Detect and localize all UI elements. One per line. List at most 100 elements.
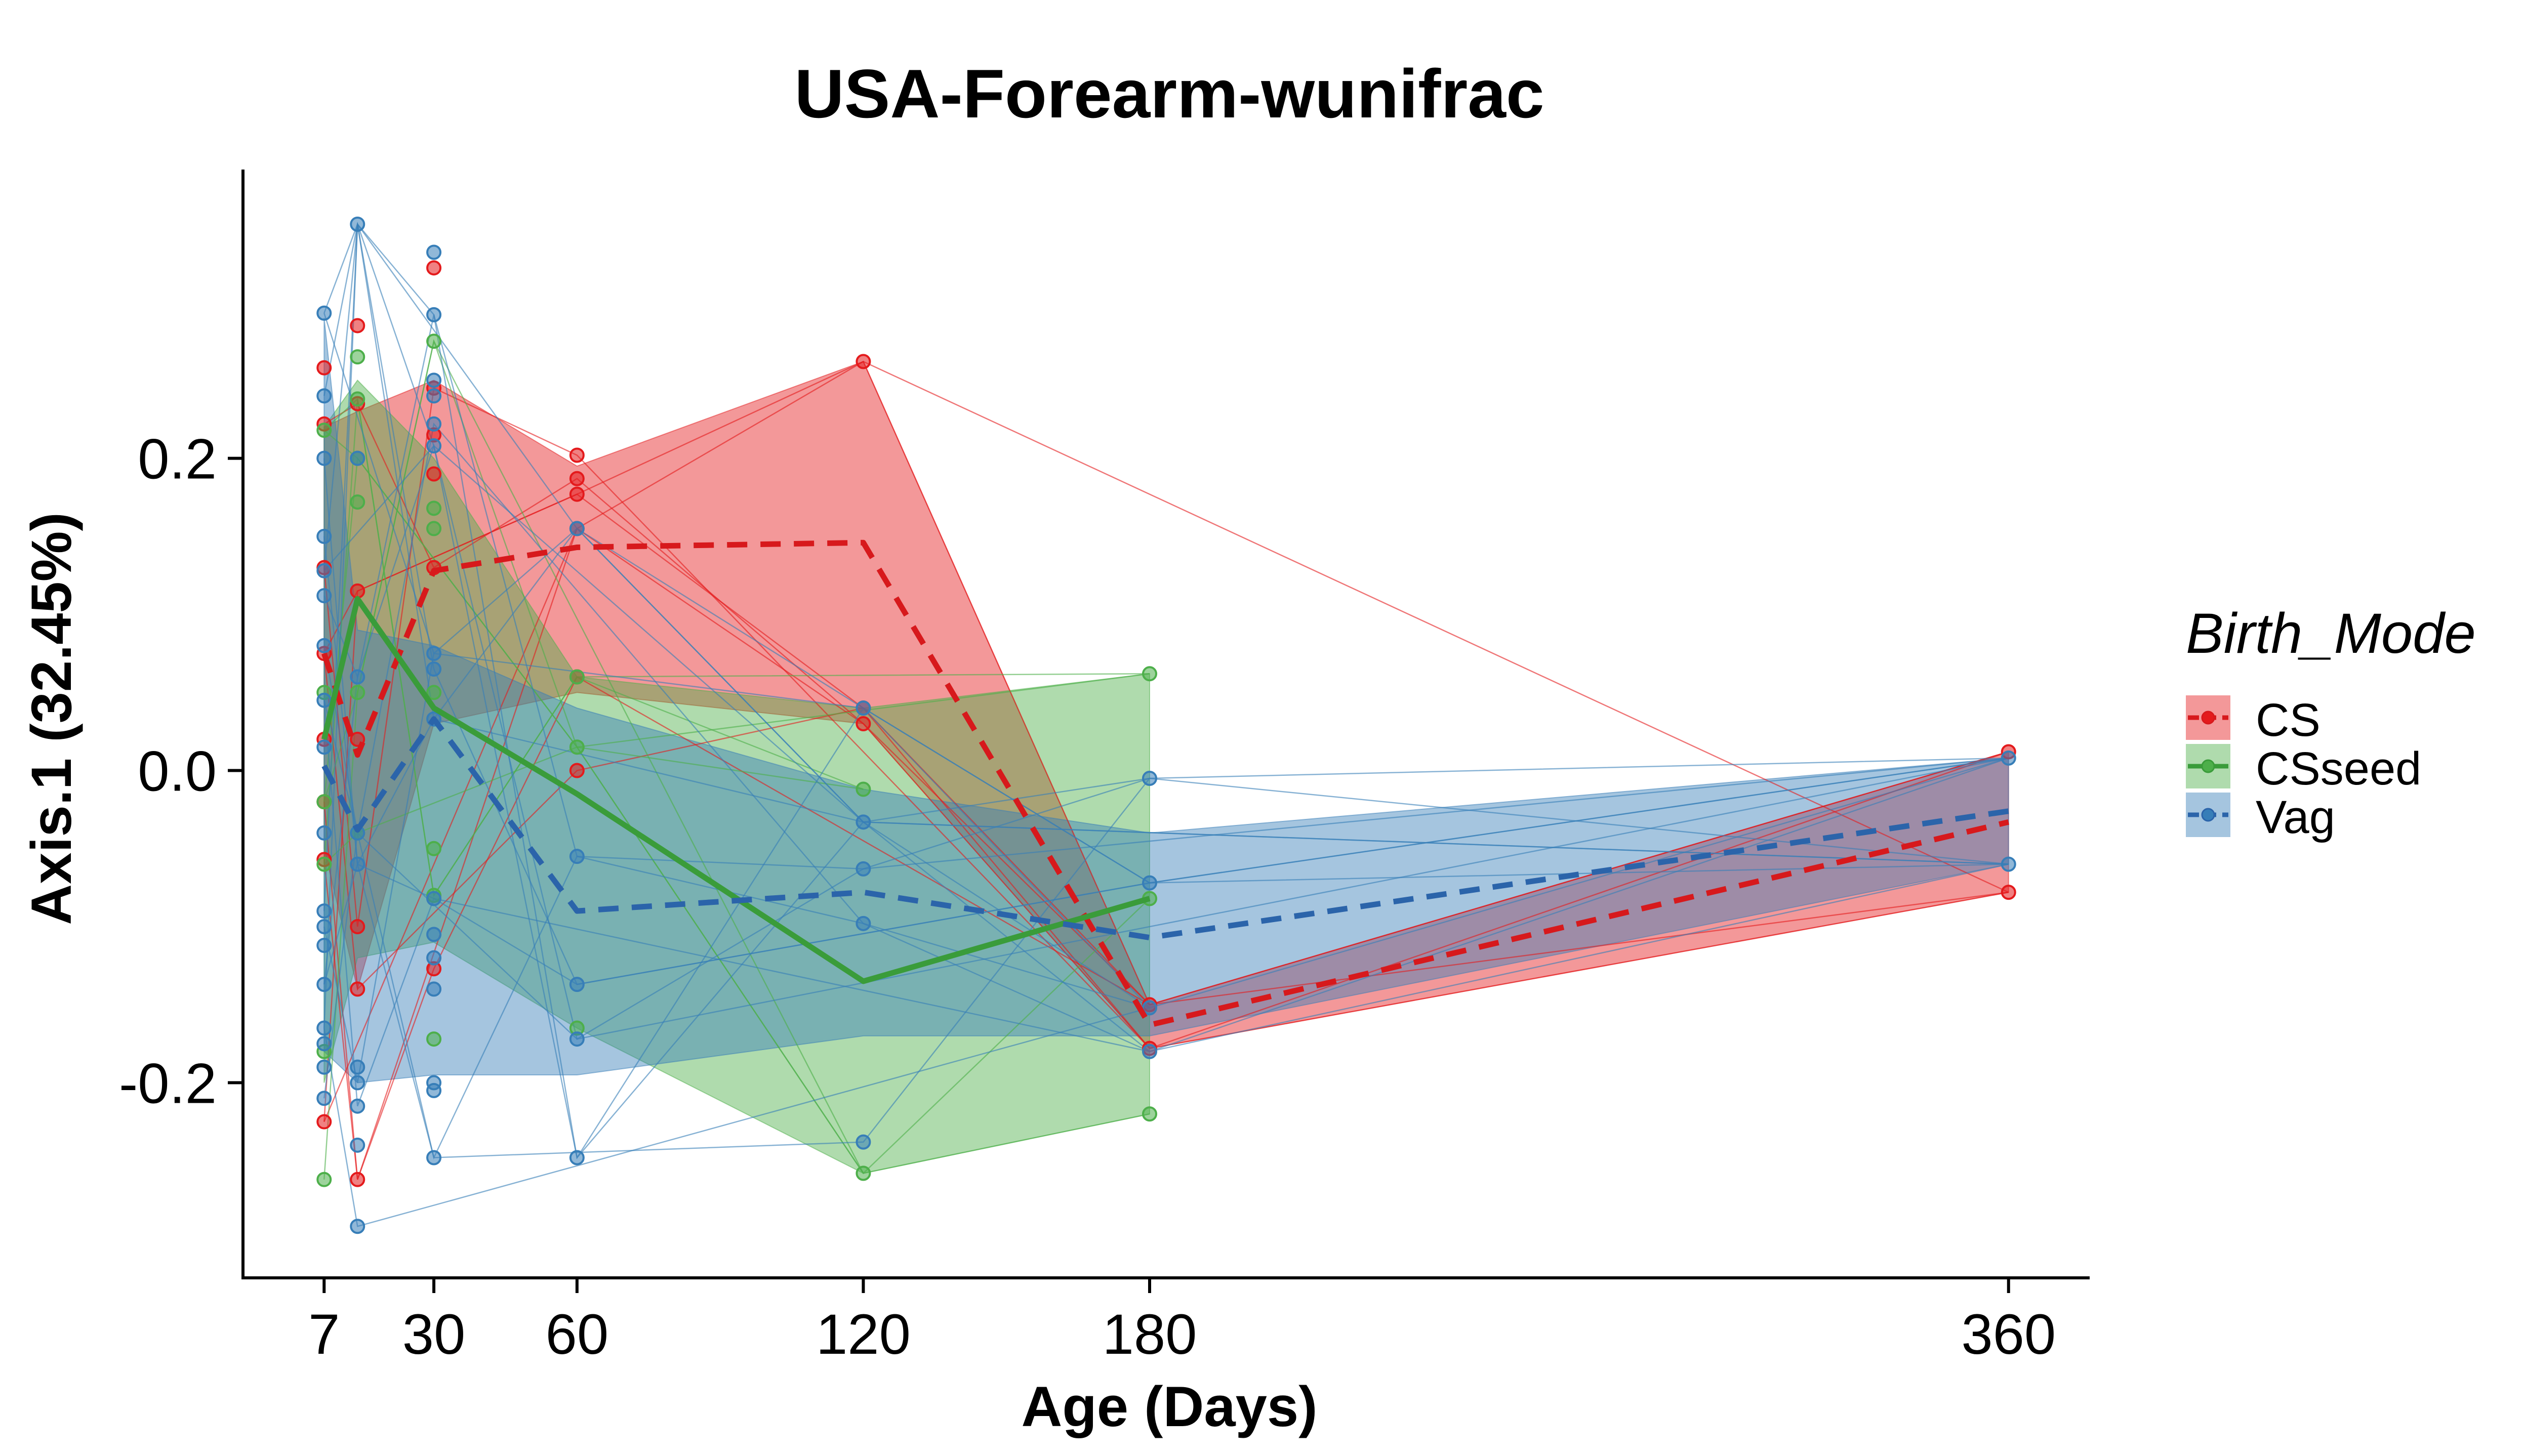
point-cs	[316, 360, 332, 376]
x-tick-label: 60	[546, 1303, 609, 1366]
point-vag	[426, 661, 442, 677]
mean-line-cs	[321, 539, 2010, 1028]
point-cs	[569, 447, 585, 463]
point-csseed	[426, 501, 442, 516]
point-cs	[350, 318, 365, 334]
x-axis-ticks: 7 30 60 120 180 360	[308, 1278, 2056, 1366]
point-cs	[856, 354, 871, 369]
point-cs	[856, 716, 871, 731]
point-vag	[426, 1150, 442, 1166]
point-vag	[426, 1083, 442, 1098]
y-axis-label: Axis.1 (32.45%)	[20, 512, 83, 925]
point-vag	[316, 919, 332, 934]
point-csseed	[426, 1031, 442, 1047]
point-csseed	[569, 739, 585, 755]
point-vag	[350, 1075, 365, 1091]
mean-line-vag	[321, 716, 2009, 941]
point-vag	[856, 916, 871, 931]
subject-line-cs	[323, 360, 2009, 1006]
point-vag	[569, 849, 585, 864]
point-cs	[426, 260, 442, 276]
point-csseed	[316, 423, 332, 438]
subject-line-vag	[323, 224, 1150, 1159]
point-csseed	[426, 685, 442, 700]
point-vag	[316, 692, 332, 708]
point-csseed	[856, 781, 871, 797]
point-csseed	[316, 1172, 332, 1187]
legend-label: CS	[2256, 694, 2321, 746]
y-axis-ticks: -0.2 0.0 0.2	[119, 428, 243, 1115]
point-csseed	[350, 685, 365, 700]
point-cs	[569, 763, 585, 778]
point-csseed	[316, 794, 332, 810]
subject-line-vag	[323, 458, 2009, 1158]
point-vag	[316, 825, 332, 841]
point-vag	[426, 307, 442, 322]
x-tick-label: 360	[1961, 1303, 2056, 1366]
point-vag	[856, 1134, 871, 1150]
point-vag	[856, 700, 871, 716]
point-vag	[316, 1036, 332, 1052]
chart-title: USA-Forearm-wunifrac	[794, 55, 1544, 132]
legend-key-point	[2201, 759, 2215, 773]
point-vag	[316, 739, 332, 755]
point-vag	[569, 977, 585, 992]
point-vag	[316, 388, 332, 404]
point-vag	[316, 305, 332, 321]
point-vag	[856, 861, 871, 877]
axes: 7 30 60 120 180 360 -0.2 0.0 0.2	[119, 170, 2090, 1366]
subject-line-vag	[323, 527, 2009, 1083]
point-vag	[2001, 750, 2016, 766]
point-vag	[350, 669, 365, 685]
legend-item-cs: CS	[2186, 694, 2321, 746]
point-vag	[316, 977, 332, 992]
points-layer	[316, 216, 2016, 1234]
point-csseed	[1142, 666, 1158, 682]
point-vag	[426, 950, 442, 966]
legend-item-vag: Vag	[2186, 792, 2335, 843]
y-tick-label: 0.2	[138, 428, 217, 491]
subject-line-vag	[323, 700, 2009, 1107]
point-cs	[350, 1172, 365, 1187]
legend-label: CSseed	[2256, 743, 2421, 795]
point-vag	[1142, 1000, 1158, 1016]
point-vag	[2001, 856, 2016, 872]
legend-title: Birth_Mode	[2186, 602, 2476, 665]
point-vag	[569, 1150, 585, 1166]
point-cs	[350, 981, 365, 997]
point-cs	[2001, 885, 2016, 900]
x-tick-label: 7	[308, 1303, 340, 1366]
point-vag	[350, 856, 365, 872]
subject-line-cs	[323, 676, 2009, 1180]
point-vag	[426, 438, 442, 453]
point-vag	[426, 891, 442, 906]
y-tick-label: 0.0	[138, 740, 217, 803]
mean-line-csseed	[321, 596, 1151, 984]
point-csseed	[856, 1166, 871, 1181]
point-vag	[316, 1059, 332, 1075]
x-tick-label: 120	[816, 1303, 911, 1366]
point-vag	[316, 528, 332, 544]
subject-line-vag	[323, 645, 2009, 1040]
point-vag	[316, 450, 332, 466]
legend-label: Vag	[2256, 792, 2335, 843]
subject-line-vag	[323, 443, 2009, 1041]
point-vag	[350, 1098, 365, 1114]
point-vag	[316, 1020, 332, 1036]
point-cs	[426, 466, 442, 482]
x-tick-label: 30	[402, 1303, 466, 1366]
point-vag	[569, 521, 585, 536]
point-vag	[856, 814, 871, 830]
point-csseed	[350, 391, 365, 407]
point-vag	[426, 416, 442, 432]
x-axis-label: Age (Days)	[1021, 1375, 1317, 1438]
point-csseed	[426, 521, 442, 536]
point-vag	[350, 216, 365, 232]
point-vag	[350, 1137, 365, 1153]
x-tick-label: 180	[1103, 1303, 1197, 1366]
y-tick-label: -0.2	[119, 1052, 217, 1115]
point-vag	[316, 938, 332, 953]
point-csseed	[316, 856, 332, 872]
